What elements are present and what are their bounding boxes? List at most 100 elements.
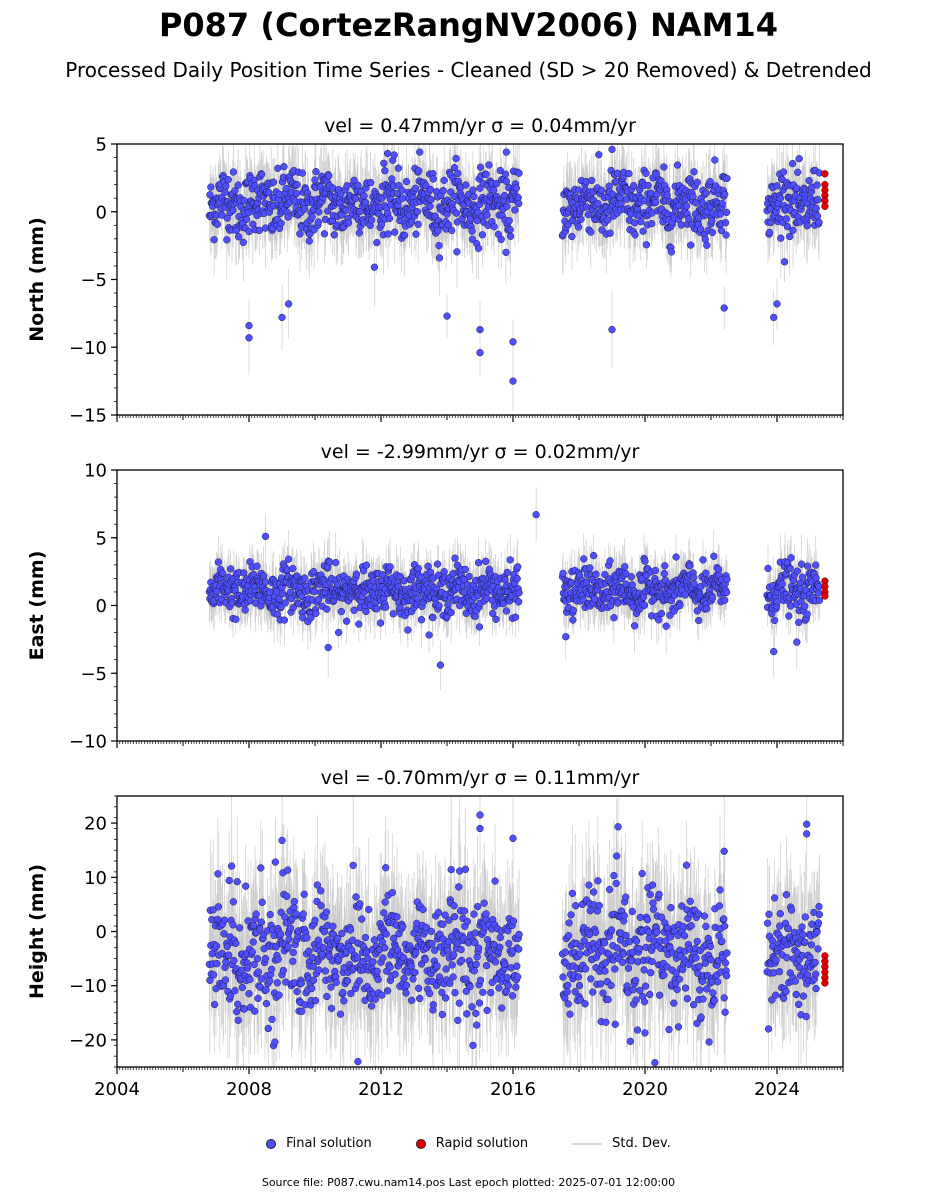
final-point [515, 169, 523, 177]
final-point [720, 847, 728, 855]
final-point [474, 944, 483, 952]
final-point [693, 607, 701, 615]
final-point [612, 879, 620, 888]
final-point [380, 909, 388, 917]
final-point [476, 976, 485, 984]
final-point [703, 604, 711, 613]
final-point [707, 956, 715, 964]
final-point [721, 959, 730, 967]
final-point [308, 984, 316, 993]
rapid-point [821, 592, 829, 600]
final-point [568, 889, 577, 898]
final-point [320, 928, 329, 936]
final-point [700, 912, 709, 920]
y-axis-label: East (mm) [26, 551, 48, 661]
final-point [356, 900, 364, 908]
final-point [280, 162, 288, 171]
final-point [679, 922, 687, 931]
final-point [366, 178, 375, 187]
final-point [352, 570, 361, 578]
final-point [626, 1037, 635, 1045]
final-point [640, 601, 649, 609]
final-point [633, 1026, 642, 1034]
final-point [286, 924, 295, 932]
final-point [721, 1008, 729, 1016]
final-point [813, 181, 821, 189]
final-point [443, 312, 451, 320]
x-tick-label: 2012 [358, 1079, 404, 1100]
final-point [645, 928, 653, 936]
final-point [601, 959, 610, 967]
final-point [280, 616, 289, 624]
final-point [699, 556, 707, 564]
final-point [642, 241, 651, 249]
final-point [708, 594, 717, 602]
final-point [482, 557, 490, 565]
final-point [305, 947, 313, 955]
final-point [407, 962, 415, 970]
final-point [532, 511, 540, 519]
final-point [415, 984, 423, 992]
final-point [580, 555, 588, 563]
final-point [315, 208, 323, 216]
final-point [613, 944, 621, 952]
final-point [703, 985, 711, 993]
final-point [470, 910, 478, 918]
y-tick-label: 0 [96, 202, 107, 223]
final-point [487, 989, 495, 997]
final-point [714, 565, 723, 573]
final-point [449, 951, 458, 959]
final-point [812, 204, 820, 212]
final-point [373, 967, 381, 975]
final-point [383, 987, 392, 995]
legend-final-marker [266, 1138, 277, 1149]
final-point [435, 602, 443, 610]
data-layer [205, 144, 829, 411]
final-point [444, 221, 453, 229]
final-point [439, 186, 447, 195]
final-point [640, 966, 648, 974]
final-point [320, 230, 329, 238]
final-point [332, 558, 340, 567]
final-point [649, 899, 657, 907]
final-point [284, 213, 292, 221]
rapid-point [821, 202, 829, 210]
final-point [592, 570, 600, 578]
final-point [776, 194, 784, 202]
final-point [482, 961, 491, 970]
final-point [625, 169, 633, 178]
final-point [661, 562, 669, 570]
final-point [374, 975, 382, 984]
final-point [346, 926, 355, 934]
final-point [411, 184, 420, 192]
final-point [451, 989, 459, 997]
final-point [513, 962, 521, 970]
final-point [478, 231, 487, 239]
final-point [434, 908, 443, 917]
final-point [350, 606, 358, 614]
final-point [561, 948, 569, 956]
final-point [647, 969, 655, 977]
final-point [275, 595, 283, 603]
final-point [231, 987, 239, 995]
final-point [349, 861, 357, 870]
final-point [367, 1002, 376, 1010]
final-point [703, 241, 711, 249]
final-point [777, 234, 785, 242]
final-point [646, 890, 654, 899]
y-axis-label: North (mm) [26, 217, 48, 342]
final-point [412, 230, 420, 238]
final-point [586, 907, 594, 915]
final-point [273, 979, 281, 987]
final-point [381, 944, 389, 952]
final-point [433, 560, 442, 568]
final-point [213, 220, 222, 229]
final-point [231, 187, 239, 195]
final-point [254, 994, 262, 1003]
final-point [687, 922, 695, 930]
final-point [471, 929, 479, 937]
final-point [672, 553, 680, 561]
final-point [271, 1038, 279, 1046]
final-point [496, 943, 504, 951]
final-point [223, 942, 231, 951]
